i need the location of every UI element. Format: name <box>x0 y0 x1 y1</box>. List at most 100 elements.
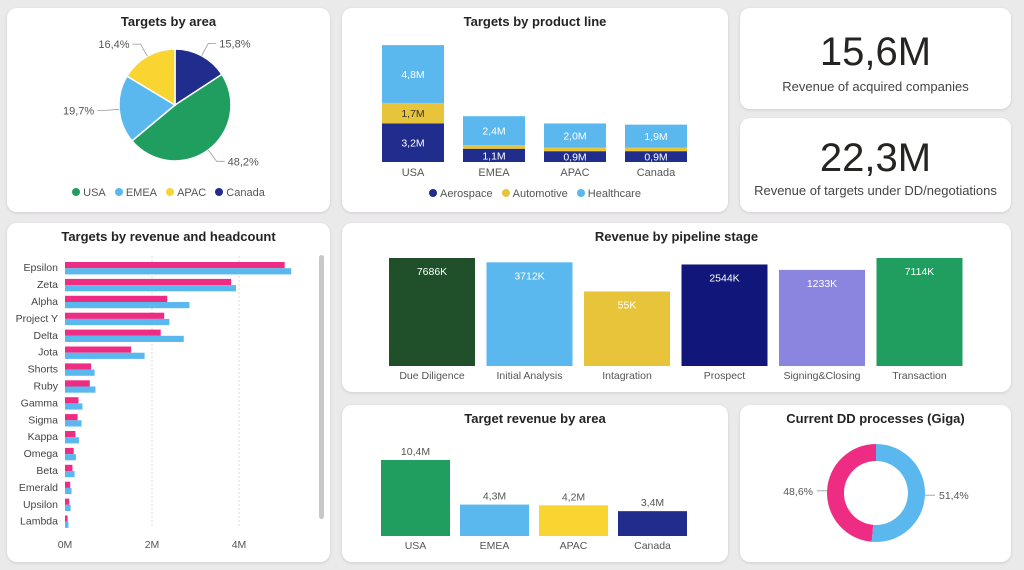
kpi-card-dd-revenue[interactable]: 22,3M Revenue of targets under DD/negoti… <box>740 118 1011 212</box>
bar-intagration[interactable] <box>584 291 670 366</box>
data-label-canada: 3,4M <box>641 497 664 509</box>
bar-headcount-omega[interactable] <box>65 454 76 461</box>
legend-item-usa[interactable]: USA <box>72 187 106 199</box>
data-label-usa: 10,4M <box>401 446 430 458</box>
horizontal-bar-chart[interactable]: Epsilon Zeta Alpha Project Y Delta Jota Shorts… <box>7 223 330 562</box>
donut-slice-a[interactable] <box>871 444 926 542</box>
bar-headcount-delta[interactable] <box>65 335 184 342</box>
data-label-due-diligence: 7686K <box>417 266 447 278</box>
bar-revenue-sigma[interactable] <box>65 414 78 421</box>
bar-revenue-zeta[interactable] <box>65 278 232 286</box>
bar-transaction[interactable] <box>876 258 963 366</box>
area-revenue-bar-chart[interactable]: 10,4M USA 4,3M EMEA 4,2M APAC 3,4M Canada <box>342 405 728 562</box>
bar-revenue-delta[interactable] <box>65 329 161 336</box>
bar-headcount-beta[interactable] <box>65 471 75 478</box>
chart-scrollbar[interactable] <box>319 255 324 519</box>
bar-headcount-lambda[interactable] <box>65 521 69 528</box>
kpi-card-acquired-revenue[interactable]: 15,6M Revenue of acquired companies <box>740 8 1011 109</box>
bar-revenue-beta[interactable] <box>65 464 73 471</box>
pie-data-label-apac: 16,4% <box>98 39 129 51</box>
bar-headcount-upsilon[interactable] <box>65 504 71 511</box>
bar-canada[interactable] <box>618 511 687 536</box>
bar-prospect[interactable] <box>681 264 768 366</box>
bar-headcount-emerald[interactable] <box>65 487 72 495</box>
bar-headcount-gamma[interactable] <box>65 403 83 410</box>
legend-item-canada[interactable]: Canada <box>215 187 265 199</box>
bar-usa[interactable] <box>381 460 450 536</box>
pie-leader-line <box>97 108 120 111</box>
bar-revenue-alpha[interactable] <box>65 295 168 302</box>
legend-item-automotive[interactable]: Automotive <box>501 188 568 200</box>
legend-dot <box>166 188 175 196</box>
x-tick-label-apac: APAC <box>560 540 588 552</box>
y-tick-label-kappa: Kappa <box>28 431 59 443</box>
bar-revenue-ruby[interactable] <box>65 380 90 387</box>
pipeline-bar-chart[interactable]: 7686K Due Diligence 3712K Initial Analysis 5… <box>342 223 1011 392</box>
card-targets-by-revenue-headcount: Targets by revenue and headcount Epsilon… <box>7 223 330 562</box>
pie-slice-canada[interactable] <box>174 48 223 107</box>
y-tick-label-zeta: Zeta <box>37 279 58 291</box>
bar-revenue-gamma[interactable] <box>65 397 79 404</box>
chart-title: Targets by area <box>120 14 217 29</box>
x-tick-label-signing-closing: Signing&Closing <box>783 370 860 382</box>
stacked-bar-chart[interactable]: 3,2M 1,7M 4,8M USA 1,1M 2,4M EMEA 0,9M 2,0M APAC 0… <box>342 8 728 212</box>
bar-healthcare-usa[interactable] <box>382 45 444 103</box>
bar-revenue-omega[interactable] <box>65 447 74 455</box>
legend-dot <box>72 188 81 196</box>
x-tick-label-transaction: Transaction <box>892 370 947 382</box>
bar-headcount-ruby[interactable] <box>65 386 96 393</box>
bar-aerospace-usa[interactable] <box>382 123 444 162</box>
bar-automotive-usa[interactable] <box>382 102 444 124</box>
bar-aerospace-canada[interactable] <box>625 151 687 163</box>
bar-aerospace-apac[interactable] <box>544 151 606 163</box>
legend-label: USA <box>83 187 106 199</box>
bar-healthcare-apac[interactable] <box>544 123 606 148</box>
bar-signing-closing[interactable] <box>779 269 865 366</box>
bar-healthcare-emea[interactable] <box>463 116 525 146</box>
bar-apac[interactable] <box>539 505 608 536</box>
bar-headcount-epsilon[interactable] <box>65 268 292 275</box>
bar-headcount-shorts[interactable] <box>65 369 95 376</box>
bar-headcount-kappa[interactable] <box>65 437 79 444</box>
bar-automotive-apac[interactable] <box>544 147 606 152</box>
bar-revenue-lambda[interactable] <box>65 515 68 522</box>
bar-healthcare-canada[interactable] <box>625 124 687 148</box>
y-tick-label-sigma: Sigma <box>28 414 58 426</box>
bar-initial-analysis[interactable] <box>486 262 573 366</box>
bar-headcount-jota[interactable] <box>65 352 145 359</box>
legend-item-aerospace[interactable]: Aerospace <box>429 188 493 200</box>
bar-revenue-jota[interactable] <box>65 346 132 353</box>
bar-revenue-project-y[interactable] <box>65 312 165 319</box>
bar-automotive-emea[interactable] <box>463 145 525 149</box>
legend-label: Healthcare <box>587 188 641 200</box>
pie-slice-usa[interactable] <box>130 73 232 162</box>
bar-headcount-zeta[interactable] <box>65 285 236 292</box>
bar-emea[interactable] <box>460 504 529 536</box>
bar-headcount-sigma[interactable] <box>65 420 82 427</box>
donut-slice-b[interactable] <box>827 444 876 542</box>
bar-headcount-alpha[interactable] <box>65 302 190 309</box>
bar-revenue-kappa[interactable] <box>65 431 76 438</box>
legend-dot <box>429 189 438 197</box>
y-tick-label-lambda: Lambda <box>20 516 58 528</box>
bar-revenue-emerald[interactable] <box>65 481 71 488</box>
legend-item-emea[interactable]: EMEA <box>114 187 157 199</box>
x-tick-label-initial-analysis: Initial Analysis <box>497 370 563 382</box>
bar-headcount-project-y[interactable] <box>65 318 170 326</box>
pie-chart-targets-by-area[interactable]: 15,8% 48,2% 19,7% 16,4% <box>7 8 330 212</box>
pie-data-label-canada: 15,8% <box>219 38 250 50</box>
bar-due-diligence[interactable] <box>389 258 475 366</box>
legend-item-healthcare[interactable]: Healthcare <box>576 188 641 200</box>
data-label-signing-closing: 1233K <box>807 278 837 290</box>
bar-automotive-canada[interactable] <box>625 147 687 152</box>
donut-chart[interactable]: 51,4% 48,6% <box>740 405 1011 562</box>
bar-revenue-epsilon[interactable] <box>65 262 285 269</box>
bar-revenue-upsilon[interactable] <box>65 498 70 505</box>
y-tick-label-jota: Jota <box>38 347 58 359</box>
chart-title: Target revenue by area <box>464 411 606 426</box>
bar-aerospace-emea[interactable] <box>463 148 525 163</box>
legend-item-apac[interactable]: APAC <box>166 187 206 199</box>
x-tick-label-usa: USA <box>402 167 425 179</box>
bar-revenue-shorts[interactable] <box>65 363 92 370</box>
x-tick-label-canada: Canada <box>637 167 676 179</box>
